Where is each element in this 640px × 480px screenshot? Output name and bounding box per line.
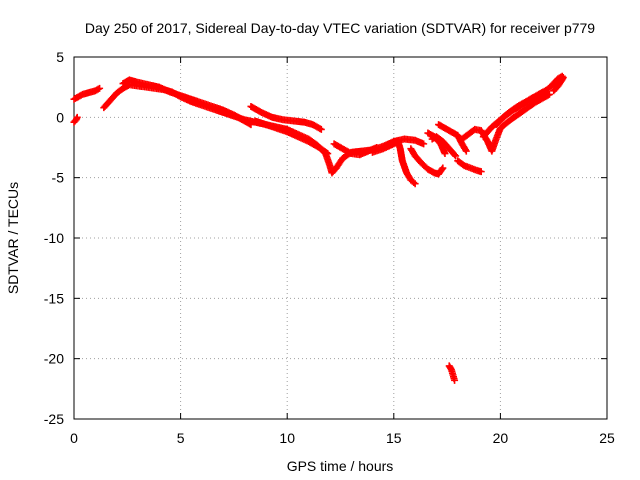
y-tick-label: -25 bbox=[44, 411, 64, 427]
y-tick-label: 5 bbox=[56, 49, 64, 65]
x-axis-label: GPS time / hours bbox=[287, 458, 394, 474]
x-tick-labels: 0 5 10 15 20 25 bbox=[70, 430, 615, 446]
data-points bbox=[70, 72, 567, 384]
y-tick-labels: 5 0 -5 -10 -15 -20 -25 bbox=[44, 49, 64, 427]
y-tick-label: -15 bbox=[44, 290, 64, 306]
data-point bbox=[462, 147, 470, 155]
y-tick-label: -5 bbox=[52, 170, 65, 186]
data-point bbox=[545, 90, 553, 98]
data-point bbox=[461, 146, 469, 154]
y-tick-label: -20 bbox=[44, 351, 64, 367]
data-point bbox=[322, 149, 330, 157]
data-point bbox=[451, 151, 459, 159]
data-point bbox=[559, 74, 567, 82]
data-point bbox=[451, 376, 459, 384]
data-point bbox=[420, 140, 428, 148]
plot-frame bbox=[73, 56, 608, 420]
data-point bbox=[410, 178, 418, 186]
y-tick-label: 0 bbox=[56, 109, 64, 125]
x-tick-label: 10 bbox=[279, 430, 295, 446]
data-point bbox=[411, 180, 419, 188]
data-point bbox=[324, 150, 332, 158]
data-point bbox=[439, 164, 447, 172]
x-tick-label: 20 bbox=[493, 430, 509, 446]
x-tick-label: 15 bbox=[386, 430, 402, 446]
data-point bbox=[538, 89, 546, 97]
chart-title: Day 250 of 2017, Sidereal Day-to-day VTE… bbox=[85, 20, 595, 36]
data-point bbox=[247, 121, 255, 129]
x-tick-label: 0 bbox=[70, 430, 78, 446]
data-point bbox=[317, 125, 325, 133]
x-tick-label: 5 bbox=[177, 430, 185, 446]
x-tick-label: 25 bbox=[599, 430, 615, 446]
data-point bbox=[96, 84, 104, 92]
data-point bbox=[94, 85, 102, 93]
data-point bbox=[441, 150, 449, 158]
y-tick-label: -10 bbox=[44, 230, 64, 246]
y-axis-label: SDTVAR / TECUs bbox=[5, 182, 21, 294]
data-point bbox=[539, 88, 547, 96]
data-point bbox=[452, 152, 460, 160]
data-point bbox=[316, 125, 324, 133]
data-point bbox=[73, 113, 81, 121]
data-point bbox=[477, 168, 485, 176]
data-point bbox=[438, 165, 446, 173]
